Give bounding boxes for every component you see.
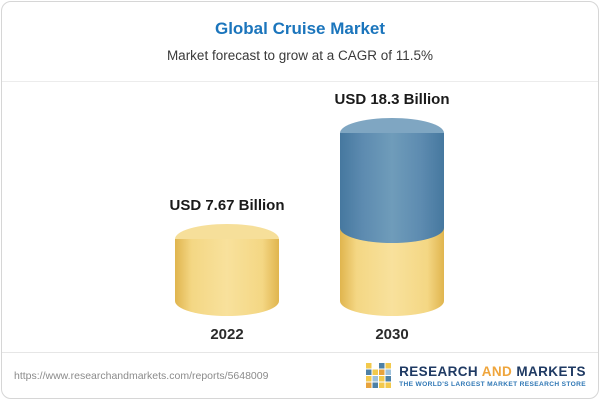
logo-text: RESEARCH AND MARKETS THE WORLD'S LARGEST… <box>399 364 586 388</box>
bar-group-2030: USD 18.3 Billion 2030 <box>322 91 462 343</box>
logo-mosaic-icon <box>366 362 392 388</box>
cylinder-2022 <box>175 224 279 316</box>
value-label-2022: USD 7.67 Billion <box>169 197 285 214</box>
cylinder-2030 <box>340 118 444 316</box>
bar-group-2022: USD 7.67 Billion 2022 <box>157 197 297 343</box>
category-label-2022: 2022 <box>210 326 244 343</box>
logo-word-research: RESEARCH <box>399 363 479 379</box>
logo-wordmark: RESEARCH AND MARKETS <box>399 364 586 379</box>
logo-tagline: THE WORLD'S LARGEST MARKET RESEARCH STOR… <box>399 380 586 388</box>
footer: https://www.researchandmarkets.com/repor… <box>2 352 598 398</box>
research-and-markets-logo: RESEARCH AND MARKETS THE WORLD'S LARGEST… <box>366 362 586 389</box>
chart-header: Global Cruise Market Market forecast to … <box>2 2 598 82</box>
category-label-2030: 2030 <box>375 326 409 343</box>
cylinder-upper-segment-2030 <box>340 133 444 243</box>
report-url: https://www.researchandmarkets.com/repor… <box>14 369 269 382</box>
chart-area: USD 7.67 Billion 2022 USD 18.3 Billion 2… <box>2 83 598 351</box>
logo-word-markets: MARKETS <box>516 363 586 379</box>
logo-word-and: AND <box>481 363 513 379</box>
cylinder-body-2022 <box>175 239 279 316</box>
chart-subtitle: Market forecast to grow at a CAGR of 11.… <box>166 48 434 63</box>
page-title: Global Cruise Market <box>214 19 386 38</box>
value-label-2030: USD 18.3 Billion <box>334 91 450 108</box>
